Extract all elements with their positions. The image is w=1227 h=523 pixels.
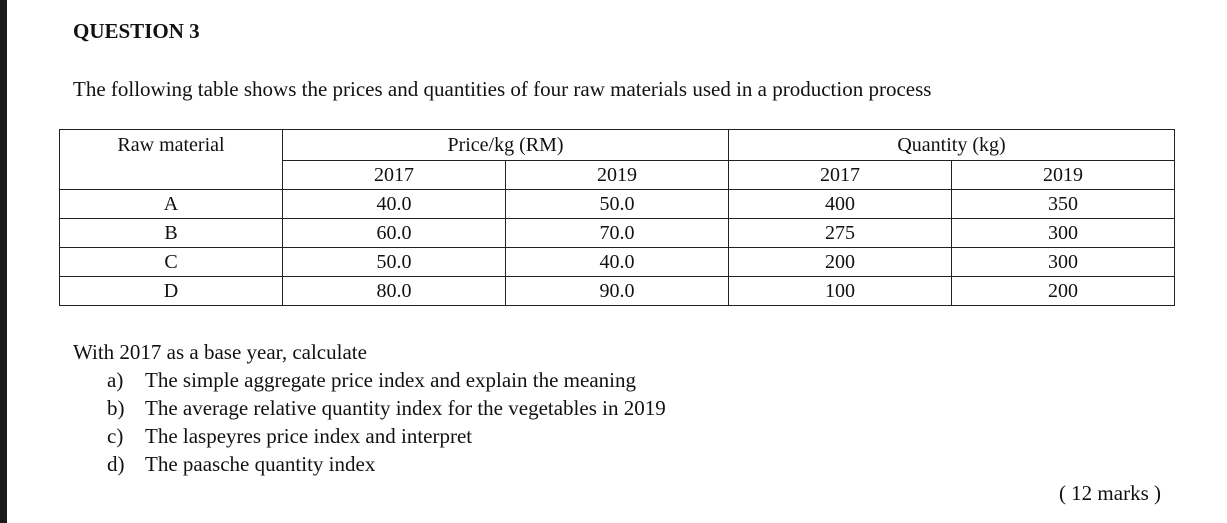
cell-quantity-2019: 350 — [951, 189, 1175, 219]
cell-quantity-2017: 400 — [728, 189, 952, 219]
table-row: C 50.0 40.0 200 300 — [59, 247, 1175, 277]
task-letter: b) — [107, 396, 125, 420]
table-year-row: 2017 2019 2017 2019 — [60, 160, 1175, 190]
header-year-price-2017: 2017 — [282, 160, 506, 190]
task-text: The paasche quantity index — [145, 452, 376, 476]
table-header-row: Raw material Price/kg (RM) Quantity (kg) — [59, 129, 1175, 190]
header-year-price-2019: 2019 — [505, 160, 729, 190]
cell-material: C — [59, 247, 283, 277]
cell-quantity-2017: 275 — [728, 218, 952, 248]
cell-material: B — [59, 218, 283, 248]
cell-quantity-2019: 300 — [951, 247, 1175, 277]
header-quantity: Quantity (kg) — [728, 129, 1175, 161]
question-intro: The following table shows the prices and… — [73, 77, 932, 101]
cell-price-2019: 90.0 — [505, 276, 729, 306]
table-row: B 60.0 70.0 275 300 — [59, 218, 1175, 248]
task-letter: c) — [107, 424, 124, 448]
left-edge-bar — [0, 0, 7, 523]
cell-quantity-2019: 300 — [951, 218, 1175, 248]
task-item-c: c) The laspeyres price index and interpr… — [73, 422, 666, 450]
task-item-d: d) The paasche quantity index — [73, 450, 666, 478]
table-row: A 40.0 50.0 400 350 — [59, 189, 1175, 219]
raw-materials-table: Raw material Price/kg (RM) Quantity (kg)… — [59, 129, 1175, 306]
cell-price-2017: 50.0 — [282, 247, 506, 277]
cell-price-2017: 60.0 — [282, 218, 506, 248]
cell-material: A — [59, 189, 283, 219]
header-raw-material: Raw material — [59, 129, 283, 190]
task-text: The simple aggregate price index and exp… — [145, 368, 636, 392]
cell-quantity-2017: 100 — [728, 276, 952, 306]
cell-material: D — [59, 276, 283, 306]
cell-price-2019: 50.0 — [505, 189, 729, 219]
cell-price-2019: 70.0 — [505, 218, 729, 248]
task-list: a) The simple aggregate price index and … — [73, 366, 666, 478]
cell-price-2017: 40.0 — [282, 189, 506, 219]
task-item-b: b) The average relative quantity index f… — [73, 394, 666, 422]
instructions-lead: With 2017 as a base year, calculate — [73, 340, 367, 364]
cell-price-2017: 80.0 — [282, 276, 506, 306]
task-letter: d) — [107, 452, 125, 476]
header-price: Price/kg (RM) — [282, 129, 729, 161]
task-letter: a) — [107, 368, 124, 392]
cell-quantity-2019: 200 — [951, 276, 1175, 306]
instructions-block: With 2017 as a base year, calculate a) T… — [73, 338, 666, 478]
table-row: D 80.0 90.0 100 200 — [59, 276, 1175, 306]
marks-label: ( 12 marks ) — [1058, 481, 1161, 505]
cell-quantity-2017: 200 — [728, 247, 952, 277]
task-item-a: a) The simple aggregate price index and … — [73, 366, 666, 394]
header-year-quantity-2017: 2017 — [728, 160, 952, 190]
task-text: The laspeyres price index and interpret — [145, 424, 473, 448]
question-title: QUESTION 3 — [73, 19, 200, 43]
task-text: The average relative quantity index for … — [145, 396, 666, 420]
cell-price-2019: 40.0 — [505, 247, 729, 277]
header-year-quantity-2019: 2019 — [951, 160, 1175, 190]
